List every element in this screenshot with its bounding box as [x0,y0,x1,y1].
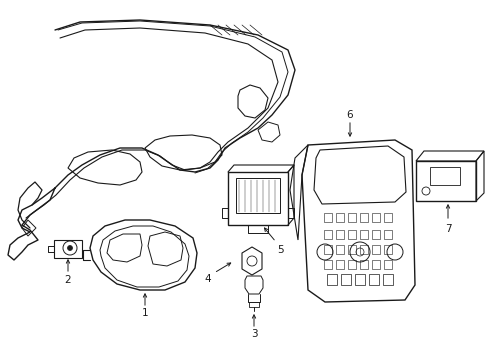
Text: 7: 7 [444,224,450,234]
Bar [326,274,336,285]
Text: 4: 4 [204,274,211,284]
Circle shape [67,246,72,251]
Bar [324,260,331,269]
Bar [324,245,331,254]
Bar [324,230,331,239]
Bar [371,230,379,239]
Bar [383,245,391,254]
Bar [347,260,355,269]
Bar [359,245,367,254]
Bar [347,230,355,239]
Bar [359,213,367,222]
Bar [383,213,391,222]
Bar [359,230,367,239]
Bar [335,260,343,269]
Bar [429,167,459,185]
Bar [354,274,364,285]
Bar [340,274,350,285]
Text: 3: 3 [250,329,257,339]
Bar [368,274,378,285]
Bar [382,274,392,285]
Text: 5: 5 [276,245,283,255]
Bar [335,230,343,239]
Bar [383,260,391,269]
Bar [347,213,355,222]
Text: 2: 2 [64,275,71,285]
Text: 1: 1 [142,308,148,318]
Bar [371,245,379,254]
Bar [324,213,331,222]
Bar [383,230,391,239]
Bar [371,213,379,222]
Bar [371,260,379,269]
Bar [359,260,367,269]
Bar [335,213,343,222]
Bar [236,178,280,213]
Bar [54,240,82,258]
Bar [347,245,355,254]
Bar [335,245,343,254]
Text: 6: 6 [346,110,353,120]
